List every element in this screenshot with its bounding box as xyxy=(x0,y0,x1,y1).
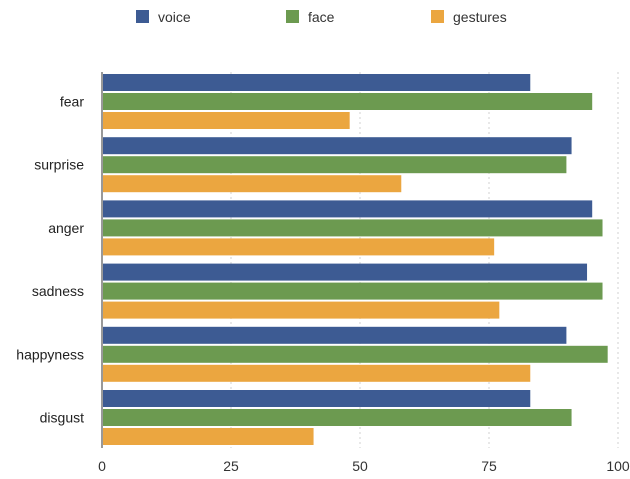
category-label-anger: anger xyxy=(48,220,84,236)
x-tick-label-0: 0 xyxy=(98,458,106,474)
bar-fear-gestures xyxy=(103,112,350,129)
bar-surprise-gestures xyxy=(103,175,402,193)
x-tick-label-25: 25 xyxy=(223,458,239,474)
bar-anger-face xyxy=(103,219,603,237)
bar-disgust-voice xyxy=(103,390,531,407)
bar-surprise-voice xyxy=(103,137,572,155)
bar-disgust-face xyxy=(103,409,572,426)
x-tick-label-75: 75 xyxy=(481,458,497,474)
bar-sadness-voice xyxy=(103,263,588,281)
category-label-fear: fear xyxy=(60,94,84,110)
bar-disgust-gestures xyxy=(103,428,314,445)
bar-surprise-face xyxy=(103,156,567,174)
legend-item-voice: voice xyxy=(136,9,191,25)
bars xyxy=(103,74,608,445)
bar-fear-face xyxy=(103,93,593,110)
category-label-disgust: disgust xyxy=(40,410,84,426)
legend-label-voice: voice xyxy=(158,9,191,25)
legend-swatch-gestures xyxy=(431,10,444,23)
category-label-sadness: sadness xyxy=(32,283,84,299)
category-label-happyness: happyness xyxy=(16,346,84,362)
axes: 0 25 50 75 100 fear surprise anger sadness happyn… xyxy=(16,72,630,474)
category-label-surprise: surprise xyxy=(34,157,84,173)
bar-happyness-gestures xyxy=(103,364,531,382)
bar-happyness-voice xyxy=(103,326,567,344)
x-tick-label-100: 100 xyxy=(606,458,630,474)
legend-label-face: face xyxy=(308,9,335,25)
bar-fear-voice xyxy=(103,74,531,91)
bar-happyness-face xyxy=(103,345,608,363)
bar-anger-gestures xyxy=(103,238,495,256)
legend-swatch-face xyxy=(286,10,299,23)
bar-sadness-face xyxy=(103,282,603,300)
bar-anger-voice xyxy=(103,200,593,218)
legend: voice face gestures xyxy=(136,9,507,25)
legend-item-gestures: gestures xyxy=(431,9,507,25)
legend-label-gestures: gestures xyxy=(453,9,507,25)
bar-sadness-gestures xyxy=(103,301,500,319)
x-tick-label-50: 50 xyxy=(352,458,368,474)
legend-item-face: face xyxy=(286,9,335,25)
legend-swatch-voice xyxy=(136,10,149,23)
